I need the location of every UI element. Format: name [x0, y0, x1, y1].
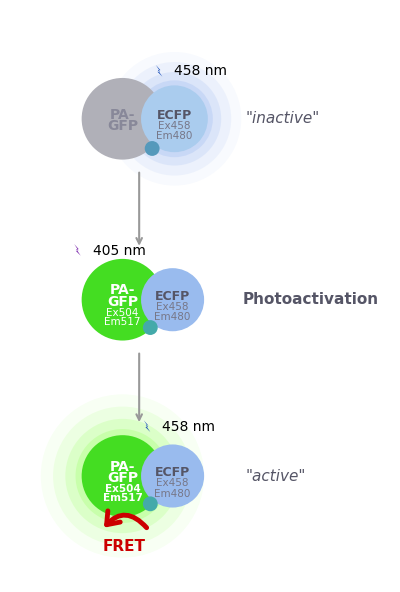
- Text: Em517: Em517: [104, 317, 141, 327]
- Text: ECFP: ECFP: [155, 466, 190, 479]
- Text: Em480: Em480: [154, 488, 191, 498]
- Polygon shape: [74, 244, 81, 256]
- Circle shape: [41, 394, 204, 558]
- Text: Em517: Em517: [102, 493, 142, 503]
- Text: FRET: FRET: [103, 539, 146, 554]
- Circle shape: [136, 81, 213, 157]
- Circle shape: [82, 259, 163, 340]
- Text: Ex504: Ex504: [104, 484, 140, 494]
- FancyArrowPatch shape: [106, 511, 147, 527]
- Text: Em480: Em480: [154, 313, 191, 322]
- Text: 458 nm: 458 nm: [162, 420, 215, 434]
- Text: Ex458: Ex458: [156, 478, 189, 488]
- Text: "inactive": "inactive": [246, 111, 320, 126]
- Text: Ex458: Ex458: [158, 121, 191, 131]
- Circle shape: [128, 72, 221, 166]
- Circle shape: [53, 407, 192, 545]
- Circle shape: [118, 62, 231, 176]
- Circle shape: [76, 429, 170, 523]
- Circle shape: [65, 419, 180, 533]
- Text: ECFP: ECFP: [157, 108, 192, 121]
- Text: GFP: GFP: [107, 295, 138, 308]
- Circle shape: [82, 435, 163, 517]
- Text: Photoactivation: Photoactivation: [243, 292, 379, 307]
- Text: PA-: PA-: [110, 108, 135, 122]
- Text: PA-: PA-: [110, 284, 135, 297]
- Text: "active": "active": [246, 468, 306, 484]
- Circle shape: [141, 445, 204, 507]
- Text: Ex504: Ex504: [106, 308, 139, 318]
- Text: Em480: Em480: [156, 131, 193, 141]
- Circle shape: [141, 85, 208, 152]
- Circle shape: [141, 268, 204, 332]
- Text: Ex458: Ex458: [156, 302, 189, 312]
- Text: ECFP: ECFP: [155, 289, 190, 303]
- Text: 458 nm: 458 nm: [174, 65, 228, 79]
- Polygon shape: [144, 420, 150, 432]
- Text: GFP: GFP: [107, 119, 138, 133]
- Circle shape: [82, 78, 163, 160]
- Polygon shape: [156, 65, 162, 76]
- Text: PA-: PA-: [110, 460, 135, 474]
- Text: GFP: GFP: [107, 471, 138, 485]
- Circle shape: [143, 497, 158, 511]
- Circle shape: [108, 52, 241, 185]
- Text: 405 nm: 405 nm: [93, 243, 146, 258]
- Circle shape: [143, 320, 158, 335]
- Circle shape: [145, 141, 160, 156]
